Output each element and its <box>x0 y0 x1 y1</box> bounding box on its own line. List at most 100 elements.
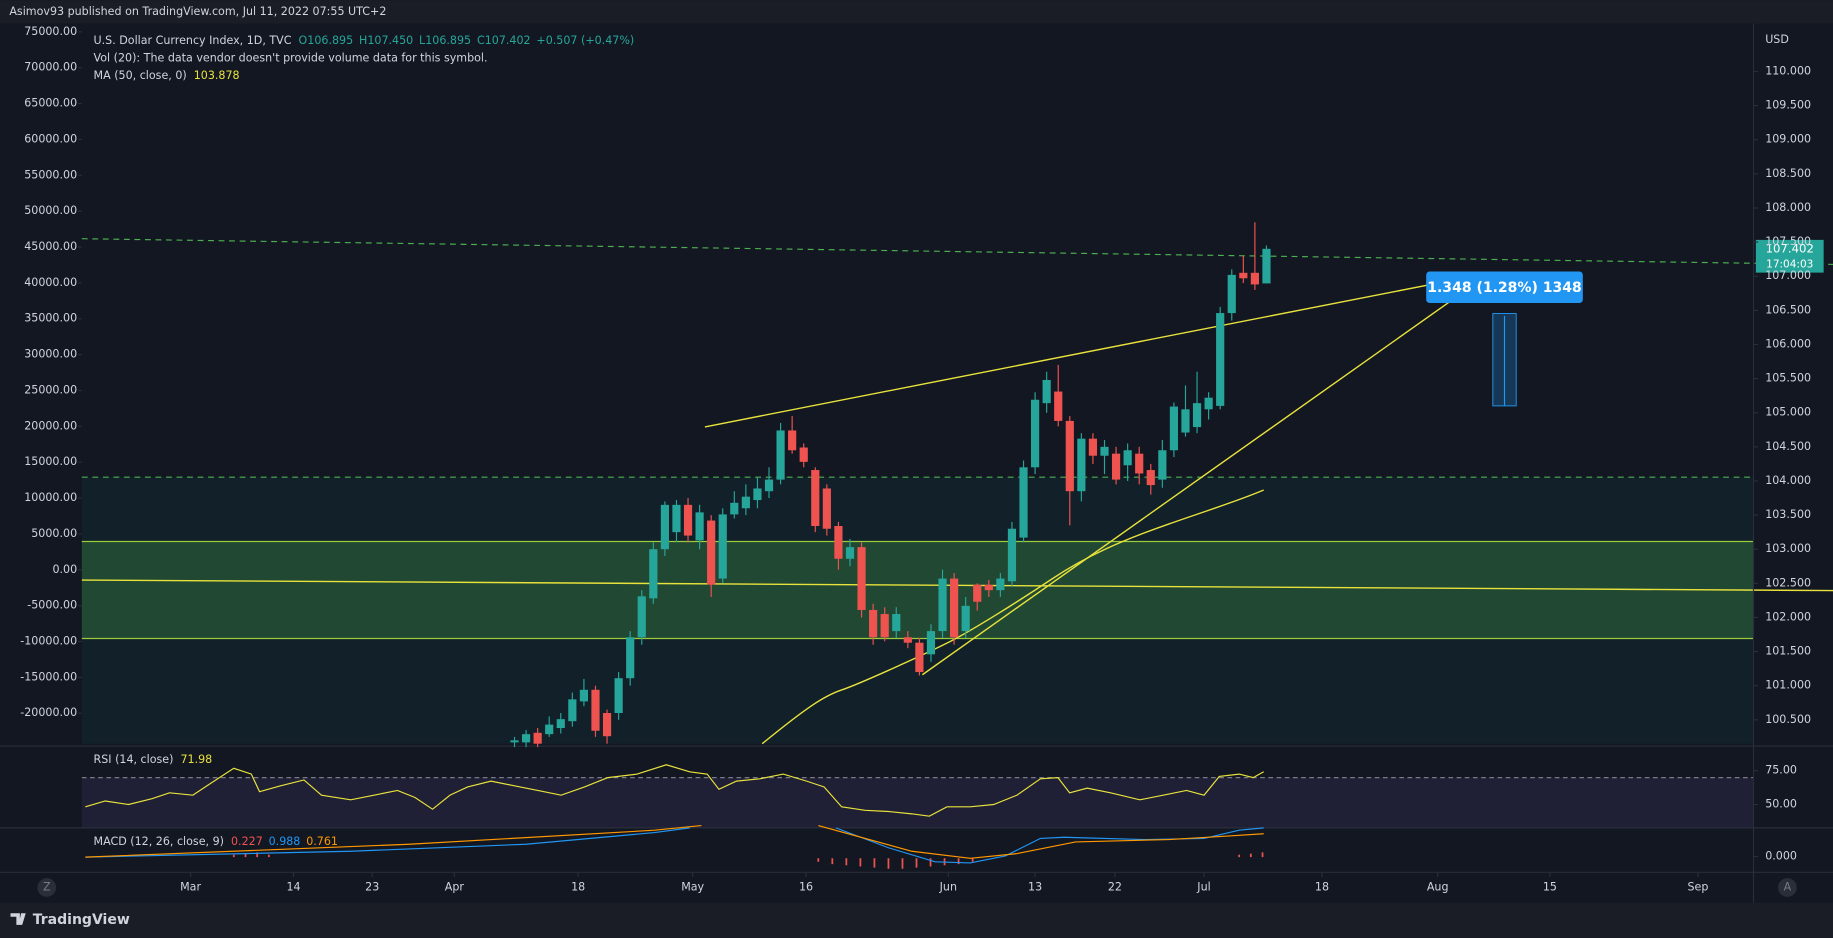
candle-body <box>1239 272 1248 279</box>
candle-body <box>1204 397 1213 410</box>
y-tick-label: 106.000 <box>1765 337 1811 350</box>
price-tag <box>1755 239 1824 273</box>
macd-value: 0.988 <box>269 835 301 848</box>
candle-body <box>973 584 982 602</box>
candle-body <box>730 502 739 515</box>
demand-zone <box>81 541 1754 639</box>
candle-body <box>1054 391 1063 421</box>
resistance-line <box>81 238 1833 266</box>
y-tick-label: 104.000 <box>1765 474 1811 487</box>
candle-body <box>811 470 820 527</box>
macd-tick-label: 0.000 <box>1765 850 1797 863</box>
candle-body <box>545 724 554 735</box>
ma-line <box>761 489 1264 745</box>
candle-body <box>1262 248 1271 284</box>
candle-body <box>1030 399 1040 468</box>
candle-body <box>1216 313 1225 406</box>
y2-tick-label: 10000.00 <box>24 491 77 504</box>
y-tick-label: 108.500 <box>1765 167 1811 180</box>
ma-value: 103.878 <box>194 69 240 82</box>
y2-tick-label: 75000.00 <box>24 25 77 38</box>
ohlc-high: H107.450 <box>359 34 413 47</box>
button-label[interactable]: A <box>1784 881 1792 894</box>
ohlc-change: +0.507 (+0.47%) <box>536 34 634 47</box>
x-tick-label: 16 <box>799 881 813 894</box>
chart-layer: 100.500 101.000 101.500 102.000 102.500 103.0… <box>20 25 1811 894</box>
candle-body <box>1100 446 1109 456</box>
candle-body <box>834 526 843 559</box>
y-tick-label: 102.000 <box>1765 610 1811 623</box>
button[interactable] <box>1778 878 1797 897</box>
y2-tick-label: -15000.00 <box>20 670 77 683</box>
candle-body <box>1111 453 1121 480</box>
countdown: 17:04:03 <box>1766 258 1813 270</box>
macd-value: 0.227 <box>231 835 263 848</box>
y2-tick-label: 30000.00 <box>24 348 77 361</box>
candle-body <box>579 689 589 702</box>
rsi-legend: RSI (14, close) 71.98 <box>94 753 213 766</box>
logo-icon <box>10 913 26 925</box>
y-tick-label: 107.500 <box>1765 235 1811 248</box>
y-tick-label: 101.500 <box>1765 645 1811 658</box>
y-tick-label: 104.500 <box>1765 440 1811 453</box>
y-tick-label: 109.000 <box>1765 133 1811 146</box>
y-tick-label: 101.000 <box>1765 679 1811 692</box>
candle-body <box>1146 470 1155 486</box>
y2-tick-label: -10000.00 <box>20 635 77 648</box>
candle-body <box>776 430 785 480</box>
y-tick-label: 103.500 <box>1765 508 1811 521</box>
top-bar <box>0 0 1833 24</box>
y2-tick-label: 70000.00 <box>24 61 77 74</box>
y2-tick-label: 0.00 <box>52 563 77 576</box>
ohlc-open: O106.895 <box>299 34 354 47</box>
y2-tick-label: 35000.00 <box>24 312 77 325</box>
candle-body <box>649 549 658 599</box>
candle-body <box>556 719 565 729</box>
candle-body <box>869 609 878 638</box>
candle-body <box>880 614 889 638</box>
candle-body <box>926 631 936 655</box>
rsi-label: RSI (14, close) <box>94 753 174 766</box>
candle-body <box>672 504 681 533</box>
x-tick-label: Sep <box>1688 881 1709 894</box>
rsi-tick-label: 75.00 <box>1765 764 1797 777</box>
y2-tick-label: 15000.00 <box>24 455 77 468</box>
x-tick-label: Aug <box>1427 881 1449 894</box>
rsi-value: 71.98 <box>180 753 212 766</box>
x-tick-label: 15 <box>1543 881 1557 894</box>
x-tick-label: 18 <box>571 881 585 894</box>
y2-tick-label: 20000.00 <box>24 419 77 432</box>
candle-body <box>938 578 947 632</box>
ohlc-close: C107.402 <box>477 34 531 47</box>
y-tick-label: 105.500 <box>1765 372 1811 385</box>
y-tick-label: 106.500 <box>1765 303 1811 316</box>
wedge-upper <box>704 280 1450 428</box>
candle-body <box>1088 438 1098 456</box>
y-tick-label: 102.500 <box>1765 576 1811 589</box>
rsi-tick-label: 50.00 <box>1765 798 1797 811</box>
button-label[interactable]: Z <box>43 881 51 894</box>
candle-body <box>1192 403 1202 428</box>
candle-body <box>707 520 716 585</box>
footer-bar <box>0 902 1833 938</box>
candle-body <box>1250 272 1259 285</box>
candle-body <box>637 596 646 638</box>
x-tick-label: Apr <box>445 881 465 894</box>
publish-info: Asimov93 published on TradingView.com, J… <box>9 5 386 18</box>
candle-body <box>695 512 704 541</box>
rsi-band <box>81 777 1754 828</box>
ohlc-low: L106.895 <box>419 34 471 47</box>
x-tick-label: Jul <box>1196 881 1210 894</box>
x-tick-label: 14 <box>286 881 300 894</box>
button[interactable] <box>37 878 57 897</box>
symbol-legend: U.S. Dollar Currency Index, 1D, TVC O106.… <box>94 34 635 47</box>
candle-body <box>660 504 669 550</box>
currency: USD <box>1765 33 1789 46</box>
x-tick-label: May <box>681 881 704 894</box>
candle-body <box>961 605 970 632</box>
candle-body <box>1227 274 1236 314</box>
candle-body <box>683 504 693 536</box>
candle-body <box>845 547 855 559</box>
candle-body <box>510 740 519 743</box>
